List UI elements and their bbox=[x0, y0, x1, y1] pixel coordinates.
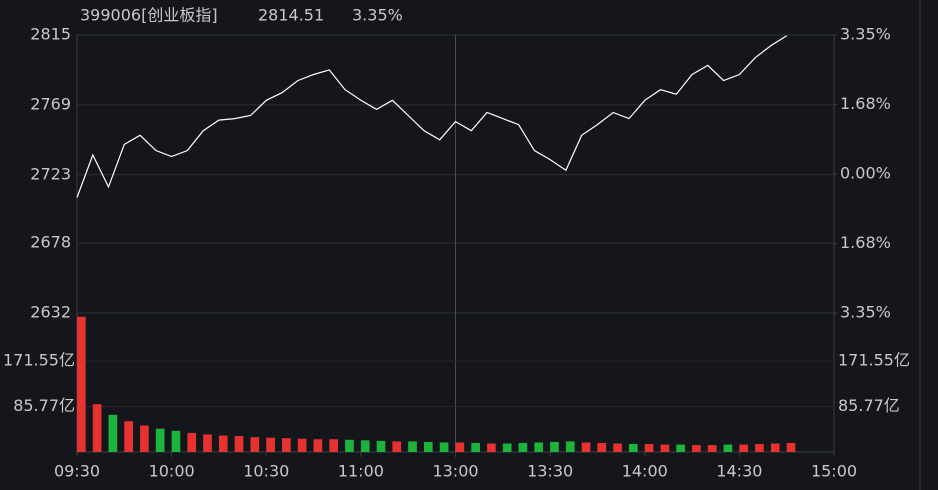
volume-bar bbox=[471, 442, 480, 452]
volume-bar bbox=[455, 442, 465, 452]
volume-bar bbox=[597, 442, 607, 452]
volume-bar bbox=[108, 414, 118, 452]
chart-title: 399006[创业板指] bbox=[80, 6, 218, 25]
x-tick-label: 10:00 bbox=[149, 462, 195, 481]
y2-tick-label: 0.00% bbox=[840, 164, 891, 183]
volume-bar bbox=[92, 404, 102, 452]
x-tick-label: 09:30 bbox=[54, 462, 100, 481]
vol-tick-label: 171.55亿 bbox=[3, 350, 75, 369]
volume-bar bbox=[755, 444, 764, 452]
volume-bar bbox=[392, 441, 402, 452]
x-tick-label: 15:00 bbox=[811, 462, 857, 481]
volume-bar bbox=[739, 444, 749, 452]
volume-bar bbox=[187, 432, 197, 452]
volume-bar bbox=[376, 440, 386, 452]
volume-bar bbox=[124, 421, 133, 452]
volume-bar bbox=[786, 442, 796, 452]
y2-tick-label: 3.35% bbox=[840, 25, 891, 44]
volume-bar bbox=[581, 442, 591, 452]
volume-bar bbox=[565, 441, 575, 452]
volume-bar bbox=[282, 438, 291, 452]
volume-bar bbox=[408, 441, 417, 452]
volume-bar bbox=[439, 442, 449, 452]
volume-bar bbox=[676, 444, 685, 452]
y-tick-label: 2815 bbox=[30, 25, 71, 44]
change-pct: 3.35% bbox=[352, 6, 403, 25]
y-tick-label: 2723 bbox=[30, 164, 71, 183]
volume-bar bbox=[345, 439, 354, 452]
volume-bar bbox=[723, 444, 733, 452]
volume-bar bbox=[423, 441, 433, 452]
volume-bar bbox=[234, 436, 244, 452]
volume-bar bbox=[218, 435, 228, 452]
volume-bar bbox=[770, 443, 780, 452]
volume-bar bbox=[502, 443, 512, 452]
volume-bar bbox=[534, 442, 544, 452]
vol-tick-label: 85.77亿 bbox=[13, 396, 75, 415]
volume-bar bbox=[644, 444, 654, 452]
volume-bar bbox=[487, 443, 496, 452]
x-tick-label: 13:30 bbox=[527, 462, 573, 481]
y-tick-label: 2769 bbox=[30, 94, 71, 113]
x-tick-label: 10:30 bbox=[243, 462, 289, 481]
volume-bar bbox=[550, 441, 559, 452]
volume-bar bbox=[360, 440, 370, 452]
volume-bar bbox=[77, 316, 86, 452]
volume-bar bbox=[660, 444, 670, 452]
volume-bar bbox=[707, 445, 717, 452]
last-price: 2814.51 bbox=[258, 6, 324, 25]
x-tick-label: 14:30 bbox=[716, 462, 762, 481]
volume-bar bbox=[297, 438, 307, 452]
x-tick-label: 13:00 bbox=[432, 462, 478, 481]
x-tick-label: 14:00 bbox=[622, 462, 668, 481]
vol-tick-label-right: 85.77亿 bbox=[838, 396, 900, 415]
y-tick-label: 2678 bbox=[30, 233, 71, 252]
volume-bar bbox=[171, 430, 181, 452]
volume-bar bbox=[329, 439, 339, 452]
price-line bbox=[76, 35, 788, 198]
y2-tick-label: 1.68% bbox=[840, 94, 891, 113]
y2-tick-label: 1.68% bbox=[840, 233, 891, 252]
volume-bar bbox=[692, 445, 701, 452]
volume-bar bbox=[628, 444, 638, 452]
volume-bar bbox=[313, 439, 323, 452]
volume-bar bbox=[250, 437, 260, 452]
volume-bar bbox=[155, 428, 165, 452]
volume-bar bbox=[203, 434, 212, 452]
x-tick-label: 11:00 bbox=[338, 462, 384, 481]
y-tick-label: 2632 bbox=[30, 303, 71, 322]
volume-bar bbox=[140, 425, 149, 452]
vol-tick-label-right: 171.55亿 bbox=[838, 350, 910, 369]
volume-bar bbox=[613, 443, 622, 452]
y2-tick-label: 3.35% bbox=[840, 303, 891, 322]
volume-bar bbox=[266, 437, 275, 452]
volume-bar bbox=[518, 442, 528, 452]
